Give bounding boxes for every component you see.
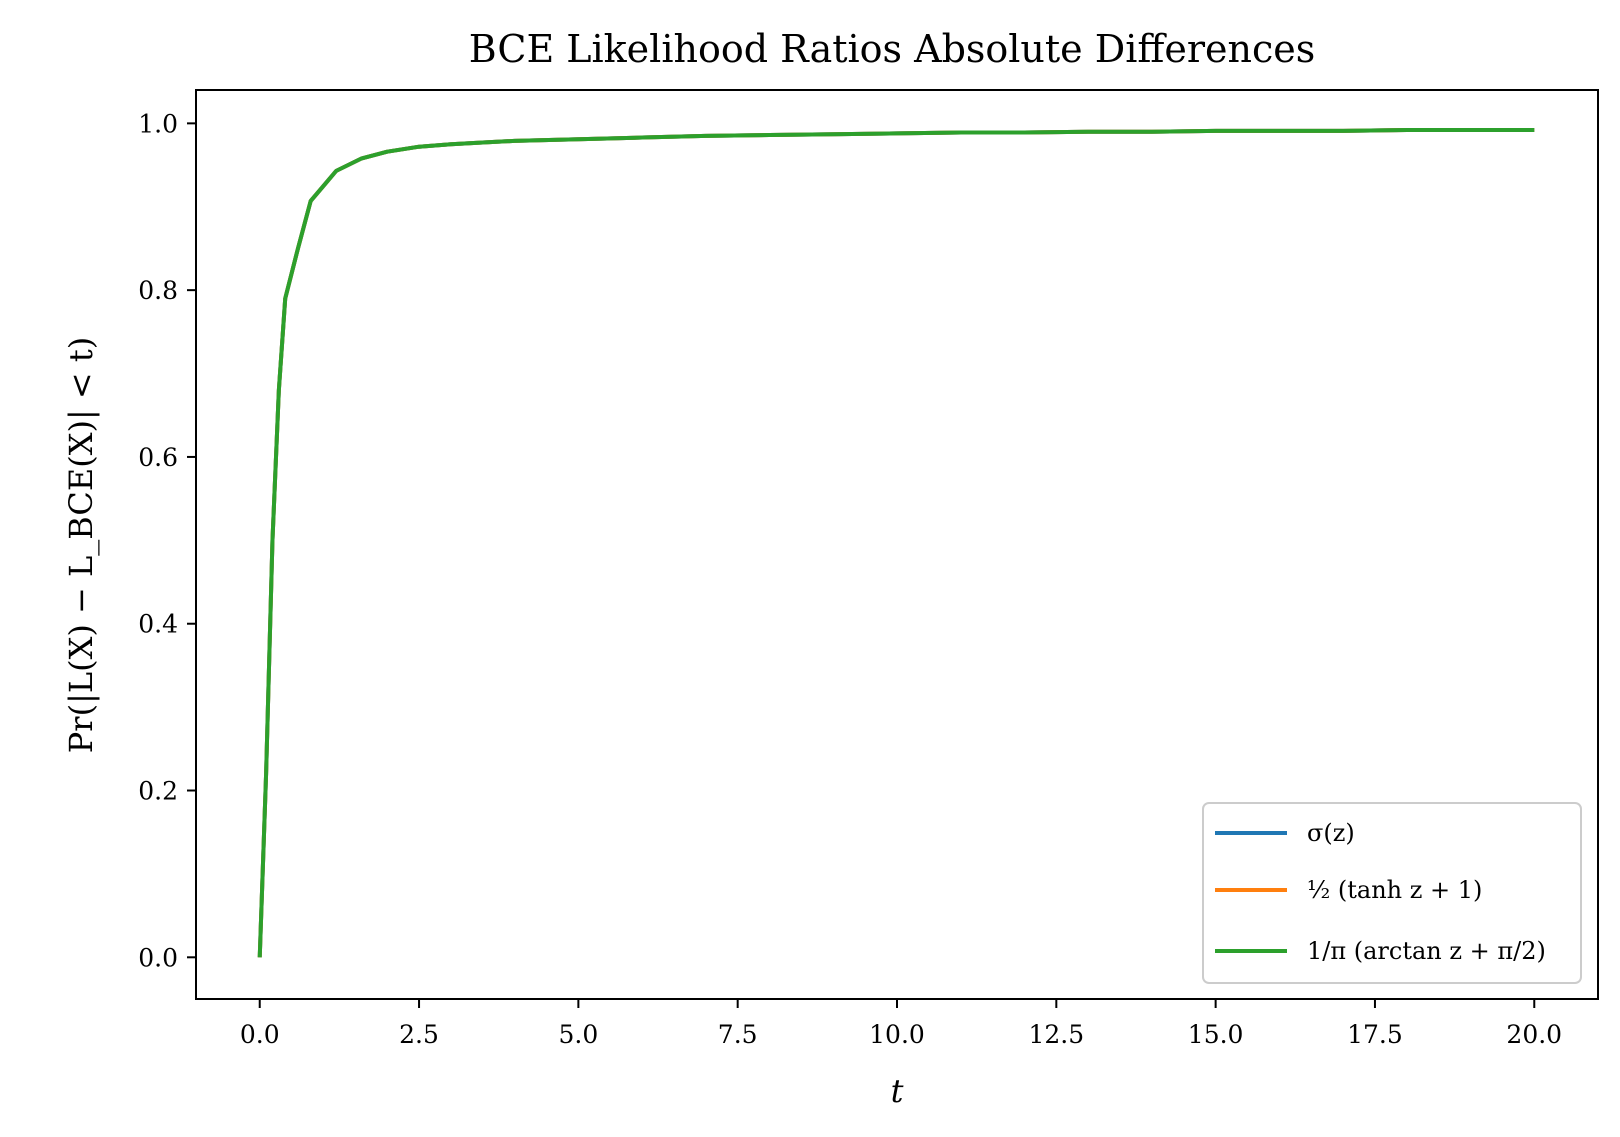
chart-title: BCE Likelihood Ratios Absolute Differenc… <box>469 27 1316 71</box>
legend: σ(z) ½ (tanh z + 1) 1/π (arctan z + π/2) <box>1202 802 1582 984</box>
x-tick-label: 17.5 <box>1347 1020 1403 1049</box>
legend-label-2: 1/π (arctan z + π/2) <box>1307 937 1546 965</box>
y-tick-label: 1.0 <box>138 109 178 138</box>
y-axis-ticks: 0.0 0.2 0.4 0.6 0.8 1.0 <box>138 109 196 972</box>
y-axis-label: Pr(|L(X) − L_BCE(X)| < t) <box>62 337 100 753</box>
y-tick-label: 0.2 <box>138 777 178 806</box>
legend-label-1: ½ (tanh z + 1) <box>1307 876 1482 904</box>
x-axis-label: t <box>891 1072 904 1110</box>
legend-items: σ(z) ½ (tanh z + 1) 1/π (arctan z + π/2) <box>1215 819 1546 965</box>
legend-box <box>1202 802 1582 984</box>
x-tick-label: 12.5 <box>1028 1020 1084 1049</box>
y-tick-label: 0.8 <box>138 276 178 305</box>
x-tick-label: 20.0 <box>1506 1020 1562 1049</box>
y-tick-label: 0.0 <box>138 943 178 972</box>
series-layer <box>257 128 1535 958</box>
x-tick-label: 2.5 <box>399 1020 439 1049</box>
x-tick-label: 5.0 <box>558 1020 598 1049</box>
series-line-2 <box>257 128 1535 958</box>
x-tick-label: 7.5 <box>718 1020 758 1049</box>
x-tick-label: 15.0 <box>1188 1020 1244 1049</box>
x-axis-ticks: 0.0 2.5 5.0 7.5 10.0 12.5 15.0 17.5 20.0 <box>240 999 1562 1049</box>
y-tick-label: 0.6 <box>138 443 178 472</box>
y-tick-label: 0.4 <box>138 610 178 639</box>
x-tick-label: 10.0 <box>869 1020 925 1049</box>
legend-label-0: σ(z) <box>1307 819 1355 847</box>
x-tick-label: 0.0 <box>240 1020 280 1049</box>
